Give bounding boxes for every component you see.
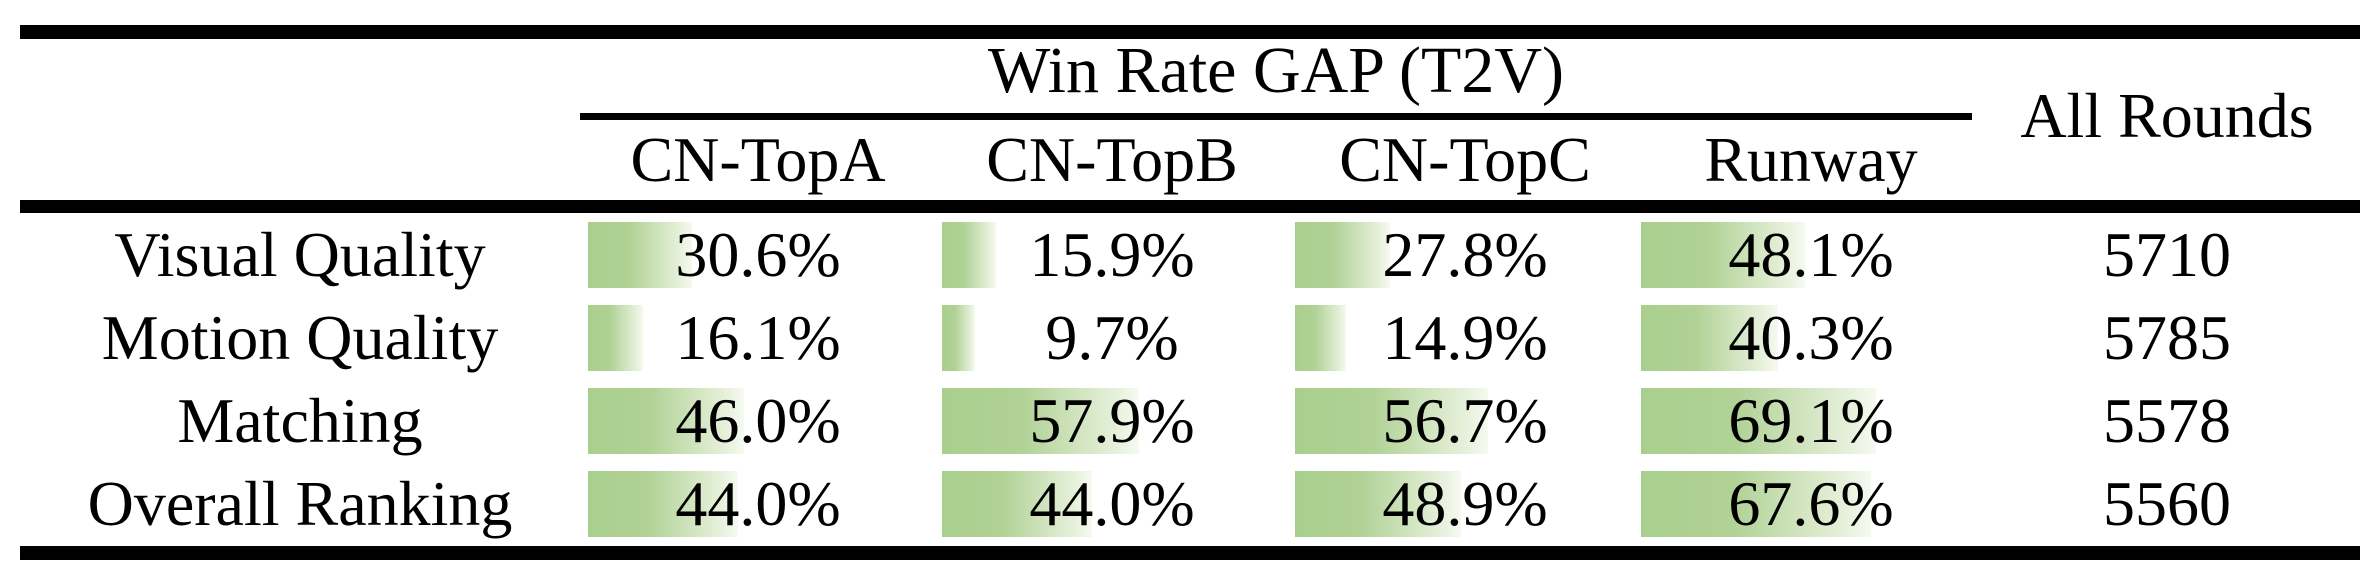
data-bar bbox=[1295, 222, 1390, 288]
pct-value: 15.9% bbox=[1029, 219, 1195, 290]
table-row-visual-quality: Visual Quality 30.6% 15.9% 27.8% 48.1% 5… bbox=[0, 213, 2376, 296]
pct-value: 44.0% bbox=[1029, 468, 1195, 539]
data-bar bbox=[942, 222, 997, 288]
pct-cell: 48.9% bbox=[1295, 462, 1635, 545]
pct-cell: 16.1% bbox=[588, 296, 928, 379]
row-label: Overall Ranking bbox=[87, 468, 513, 539]
pct-value: 16.1% bbox=[675, 302, 841, 373]
all-rounds-value: 5578 bbox=[2103, 385, 2231, 456]
pct-cell: 48.1% bbox=[1641, 213, 1981, 296]
all-rounds-value: 5710 bbox=[2103, 219, 2231, 290]
table-row-motion-quality: Motion Quality 16.1% 9.7% 14.9% 40.3% 57… bbox=[0, 296, 2376, 379]
table-bottom-rule bbox=[20, 546, 2360, 560]
data-bar bbox=[1641, 222, 1805, 288]
table-row-matching: Matching 46.0% 57.9% 56.7% 69.1% 5578 bbox=[0, 379, 2376, 462]
column-header-cn-topa: CN-TopA bbox=[630, 124, 886, 195]
pct-value: 27.8% bbox=[1382, 219, 1548, 290]
pct-cell: 9.7% bbox=[942, 296, 1282, 379]
column-header-cn-topc: CN-TopC bbox=[1339, 124, 1591, 195]
data-bar bbox=[942, 471, 1092, 537]
data-bar bbox=[942, 388, 1139, 454]
data-bar bbox=[942, 305, 975, 371]
pct-cell: 56.7% bbox=[1295, 379, 1635, 462]
pct-cell: 27.8% bbox=[1295, 213, 1635, 296]
table-top-rule bbox=[20, 25, 2360, 39]
column-header-cn-topb: CN-TopB bbox=[986, 124, 1238, 195]
data-bar bbox=[1295, 471, 1462, 537]
data-bar bbox=[1295, 388, 1488, 454]
column-header-all-rounds: All Rounds bbox=[2020, 80, 2314, 151]
all-rounds-value: 5560 bbox=[2103, 468, 2231, 539]
all-rounds-value: 5785 bbox=[2103, 302, 2231, 373]
data-bar bbox=[588, 222, 693, 288]
pct-value: 48.9% bbox=[1382, 468, 1548, 539]
pct-cell: 57.9% bbox=[942, 379, 1282, 462]
data-bar bbox=[588, 305, 643, 371]
data-bar bbox=[1641, 471, 1871, 537]
pct-value: 14.9% bbox=[1382, 302, 1548, 373]
pct-cell: 30.6% bbox=[588, 213, 928, 296]
data-bar bbox=[1641, 388, 1876, 454]
pct-cell: 15.9% bbox=[942, 213, 1282, 296]
data-bar bbox=[1295, 305, 1346, 371]
row-label: Visual Quality bbox=[114, 219, 486, 290]
row-label: Motion Quality bbox=[101, 302, 499, 373]
pct-cell: 44.0% bbox=[588, 462, 928, 545]
pct-value: 9.7% bbox=[1045, 302, 1179, 373]
pct-value: 40.3% bbox=[1728, 302, 1894, 373]
group-header-underline bbox=[580, 113, 1972, 120]
pct-cell: 40.3% bbox=[1641, 296, 1981, 379]
data-bar bbox=[1641, 305, 1779, 371]
table-row-overall-ranking: Overall Ranking 44.0% 44.0% 48.9% 67.6% … bbox=[0, 462, 2376, 545]
pct-value: 67.6% bbox=[1728, 468, 1894, 539]
pct-cell: 46.0% bbox=[588, 379, 928, 462]
header-body-divider-rule bbox=[20, 200, 2360, 213]
pct-value: 56.7% bbox=[1382, 385, 1548, 456]
data-bar bbox=[588, 471, 738, 537]
pct-value: 69.1% bbox=[1728, 385, 1894, 456]
pct-value: 48.1% bbox=[1728, 219, 1894, 290]
pct-value: 30.6% bbox=[675, 219, 841, 290]
pct-cell: 67.6% bbox=[1641, 462, 1981, 545]
column-header-runway: Runway bbox=[1704, 124, 1918, 195]
pct-cell: 14.9% bbox=[1295, 296, 1635, 379]
pct-value: 44.0% bbox=[675, 468, 841, 539]
pct-cell: 44.0% bbox=[942, 462, 1282, 545]
pct-cell: 69.1% bbox=[1641, 379, 1981, 462]
pct-value: 57.9% bbox=[1029, 385, 1195, 456]
data-bar bbox=[588, 388, 745, 454]
group-header-win-rate-gap: Win Rate GAP (T2V) bbox=[988, 34, 1564, 107]
pct-value: 46.0% bbox=[675, 385, 841, 456]
row-label: Matching bbox=[177, 385, 423, 456]
